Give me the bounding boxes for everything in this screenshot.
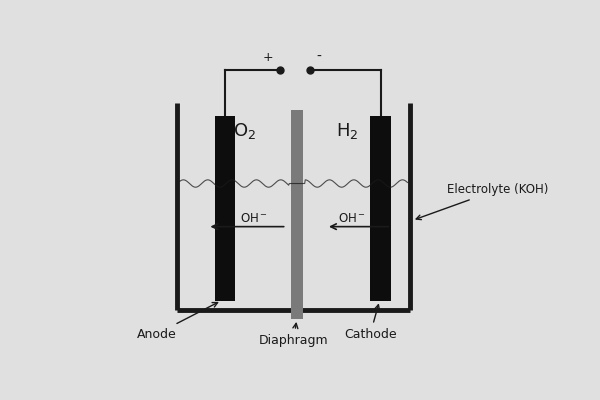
Bar (215, 116, 235, 300)
Text: -: - (317, 50, 322, 64)
Text: $\mathrm{OH}^-$: $\mathrm{OH}^-$ (240, 212, 268, 225)
Text: $\mathrm{OH}^-$: $\mathrm{OH}^-$ (338, 212, 365, 225)
Bar (291, 110, 303, 319)
Text: Cathode: Cathode (344, 305, 397, 340)
Bar (370, 116, 391, 300)
Text: +: + (263, 51, 273, 64)
Text: Electrolyte (KOH): Electrolyte (KOH) (416, 183, 548, 220)
Text: Diaphragm: Diaphragm (259, 323, 328, 347)
Text: $\mathrm{H_2}$: $\mathrm{H_2}$ (336, 121, 358, 141)
Text: Anode: Anode (137, 302, 218, 340)
Text: $\mathrm{O_2}$: $\mathrm{O_2}$ (233, 121, 256, 141)
